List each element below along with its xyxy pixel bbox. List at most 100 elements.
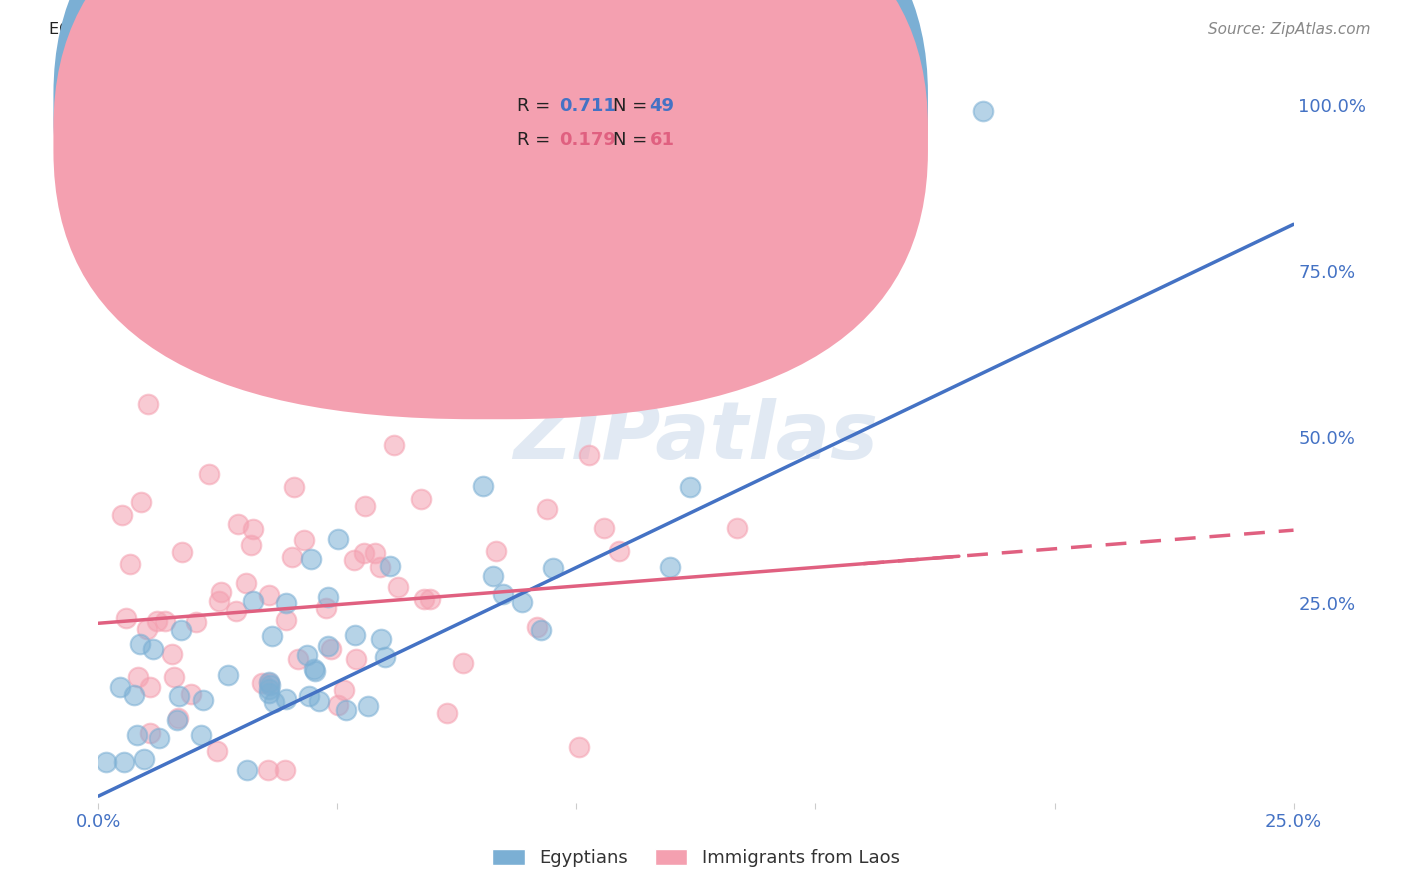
Point (129, 495, 152, 509)
Point (180, 687, 202, 701)
Point (184, 615, 207, 629)
Point (191, 693, 214, 707)
Point (530, 623, 553, 637)
Point (368, 560, 391, 574)
Point (343, 553, 366, 567)
Point (364, 546, 387, 560)
Point (274, 763, 297, 777)
Point (344, 652, 367, 666)
Point (972, 104, 994, 119)
Point (208, 593, 231, 607)
Legend: Egyptians, Immigrants from Laos: Egyptians, Immigrants from Laos (485, 841, 907, 874)
Point (217, 668, 239, 682)
Point (276, 613, 298, 627)
Point (198, 467, 221, 482)
Point (139, 725, 162, 739)
Text: 49: 49 (650, 97, 675, 115)
Point (111, 508, 134, 523)
Point (169, 623, 191, 637)
Point (370, 632, 392, 646)
Text: 61: 61 (650, 131, 675, 149)
Point (319, 642, 342, 657)
Point (127, 670, 149, 684)
Point (568, 739, 591, 754)
Point (155, 615, 177, 629)
Text: N =: N = (613, 131, 652, 149)
Point (472, 479, 495, 493)
Point (259, 681, 281, 696)
Point (242, 594, 264, 608)
Point (259, 674, 281, 689)
Point (316, 591, 339, 605)
Point (412, 591, 434, 606)
Point (492, 587, 515, 601)
Text: R =: R = (517, 97, 557, 115)
Point (592, 521, 614, 535)
Point (536, 502, 558, 516)
Point (308, 694, 330, 708)
Point (190, 728, 212, 742)
Point (304, 662, 326, 676)
Point (114, 611, 136, 625)
Point (166, 711, 188, 725)
Point (257, 588, 280, 602)
Point (328, 533, 350, 547)
Point (451, 656, 474, 670)
Point (166, 713, 188, 727)
Point (409, 491, 432, 506)
Point (226, 517, 249, 532)
Text: N =: N = (613, 97, 652, 115)
Point (209, 585, 232, 599)
Point (139, 680, 162, 694)
Text: ZIPatlas: ZIPatlas (513, 398, 879, 476)
Point (276, 692, 298, 706)
Text: 0.711: 0.711 (560, 97, 616, 115)
Point (658, 560, 681, 574)
Point (167, 690, 190, 704)
Point (120, 558, 142, 572)
Point (510, 595, 533, 609)
Point (353, 499, 375, 513)
Point (148, 731, 170, 745)
Point (378, 558, 401, 573)
Point (136, 397, 159, 411)
Point (281, 549, 304, 564)
Point (256, 763, 278, 777)
Point (292, 533, 315, 547)
Point (162, 647, 184, 661)
Point (257, 686, 280, 700)
Point (125, 728, 148, 742)
Point (295, 648, 318, 662)
Point (316, 639, 339, 653)
Point (335, 703, 357, 717)
Point (239, 538, 262, 552)
Point (481, 568, 503, 582)
Text: Source: ZipAtlas.com: Source: ZipAtlas.com (1208, 22, 1371, 37)
Point (235, 763, 257, 777)
Point (170, 545, 193, 559)
Point (259, 675, 281, 690)
Point (142, 642, 165, 657)
Point (250, 676, 273, 690)
Point (382, 438, 405, 452)
Point (124, 688, 146, 702)
Point (541, 561, 564, 575)
Point (207, 744, 229, 758)
Point (260, 629, 283, 643)
Point (333, 682, 356, 697)
Point (607, 544, 630, 558)
Point (94, 755, 117, 769)
Point (387, 580, 409, 594)
Point (110, 680, 132, 694)
Point (162, 670, 184, 684)
Point (225, 604, 247, 618)
Point (298, 689, 321, 703)
Text: 0.179: 0.179 (560, 131, 616, 149)
Point (259, 678, 281, 692)
Point (287, 652, 309, 666)
Point (353, 546, 375, 560)
Point (679, 480, 702, 494)
Point (134, 751, 156, 765)
Point (725, 521, 748, 535)
Point (326, 698, 349, 712)
